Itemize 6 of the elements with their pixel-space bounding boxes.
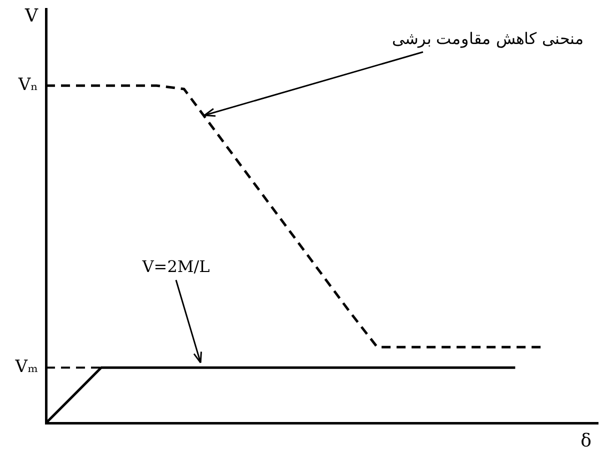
ref-line-label: Vₘ: [14, 357, 38, 378]
annotation: V=2M/L: [141, 257, 210, 276]
text: Vₙ: [17, 75, 38, 96]
x-axis-title: δ: [580, 430, 592, 452]
text: منحنی کاهش مقاومت برشی: [392, 29, 584, 48]
y-axis-title: V: [24, 6, 39, 27]
